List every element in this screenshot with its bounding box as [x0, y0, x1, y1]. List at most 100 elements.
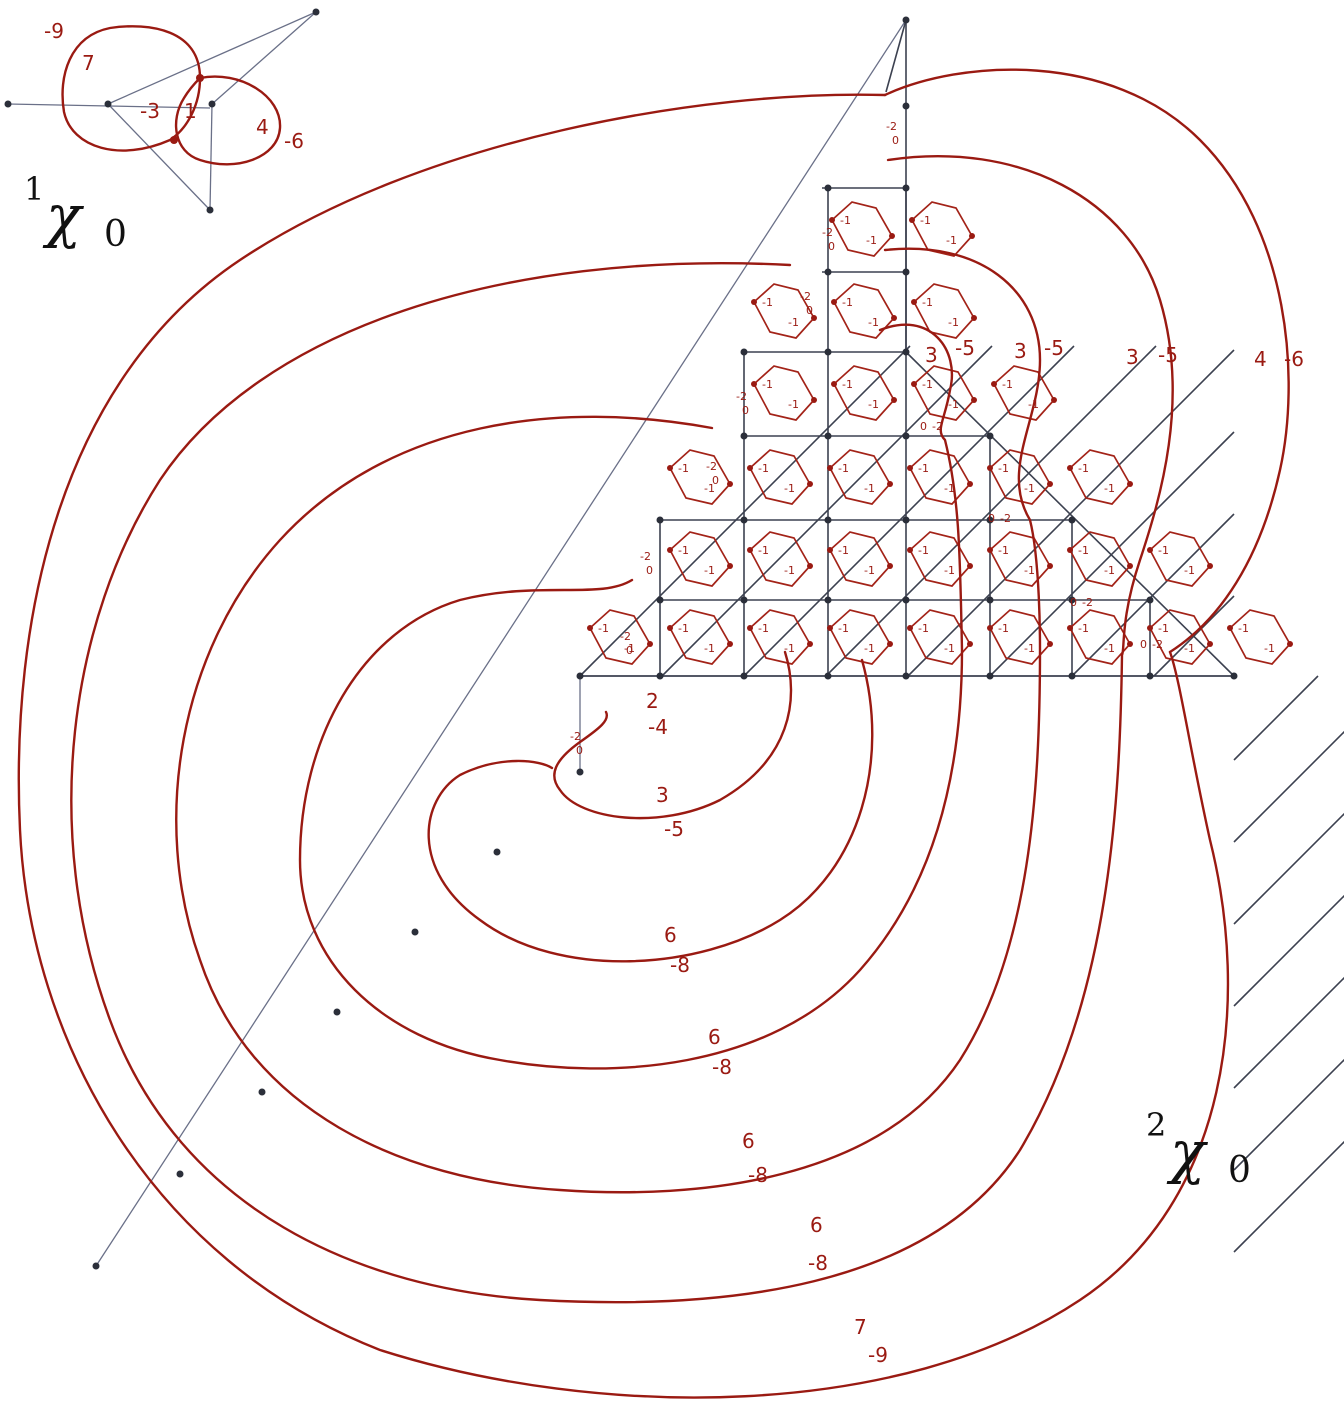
- grid-edge: [1233, 894, 1344, 1007]
- cell-value: -1: [840, 214, 851, 227]
- cell-value: -1: [788, 398, 799, 411]
- cell-value: -1: [1238, 622, 1249, 635]
- grid-vertex: [902, 432, 910, 440]
- inner-node: [727, 641, 733, 647]
- cell-value: -1: [598, 622, 609, 635]
- inner-node: [587, 625, 593, 631]
- grid-vertex: [576, 768, 584, 776]
- grid-vertex: [902, 596, 910, 604]
- large-grid: [92, 16, 1344, 1270]
- small-symbol-chi: χ: [42, 182, 84, 250]
- inner-node: [827, 465, 833, 471]
- inner-node: [887, 641, 893, 647]
- lower-label-a: 7: [854, 1315, 867, 1339]
- cell-value: -1: [868, 316, 879, 329]
- inner-node: [907, 465, 913, 471]
- lower-label-a: 6: [810, 1213, 823, 1237]
- large-symbol-sup: 2: [1146, 1106, 1166, 1144]
- small-diagram: -9 7 -3 1 4 -6 1 χ 0: [4, 8, 320, 255]
- cell-value: -1: [868, 398, 879, 411]
- small-vertex: [104, 100, 112, 108]
- grid-edge: [1233, 976, 1344, 1089]
- lower-label-a: 6: [708, 1025, 721, 1049]
- cell-value: -2: [886, 120, 897, 133]
- inner-node: [727, 481, 733, 487]
- inner-node: [667, 547, 673, 553]
- inner-node: [747, 465, 753, 471]
- grid-vertex: [1230, 672, 1238, 680]
- inner-node: [811, 315, 817, 321]
- cell-value: -1: [784, 564, 795, 577]
- inner-node: [887, 481, 893, 487]
- inner-node: [1067, 625, 1073, 631]
- grid-edge: [1153, 595, 1235, 677]
- cell-value: -1: [920, 214, 931, 227]
- inner-node: [911, 299, 917, 305]
- large-symbol: 2 χ 0: [1146, 1106, 1251, 1191]
- grid-vertex: [902, 102, 910, 110]
- grid-vertex: [493, 848, 501, 856]
- cell-value: -1: [1024, 642, 1035, 655]
- cell-value: -1: [762, 296, 773, 309]
- lower-label-b: -8: [808, 1251, 828, 1275]
- cell-value: -1: [948, 316, 959, 329]
- grid-vertex: [824, 268, 832, 276]
- small-edge: [107, 11, 317, 105]
- inner-node: [1227, 625, 1233, 631]
- inner-node: [911, 381, 917, 387]
- inner-cell-edge: [1149, 531, 1212, 587]
- inner-node: [967, 641, 973, 647]
- cell-value: -1: [1184, 564, 1195, 577]
- cell-value: 0: [626, 644, 633, 657]
- inner-node: [751, 381, 757, 387]
- cell-value: -1: [762, 378, 773, 391]
- grid-edge: [661, 345, 993, 677]
- cell-value: 0: [1070, 596, 1077, 609]
- inner-cell-edge: [913, 283, 976, 339]
- curve-3: [175, 247, 1042, 1194]
- inner-cell-edge: [753, 365, 816, 421]
- cell-value: -2: [736, 390, 747, 403]
- inner-node: [987, 547, 993, 553]
- inner-node: [991, 381, 997, 387]
- inner-node: [1047, 563, 1053, 569]
- grid-vertex: [986, 432, 994, 440]
- cell-value: -1: [1002, 378, 1013, 391]
- lower-label-a: 2: [646, 689, 659, 713]
- small-label-right-b: -6: [284, 129, 304, 153]
- cell-value: -1: [758, 462, 769, 475]
- inner-cell-edge: [989, 531, 1052, 587]
- cell-value: -2: [1082, 596, 1093, 609]
- small-symbol-sup: 1: [24, 170, 44, 208]
- small-loop-right: [174, 75, 282, 166]
- curve-5: [427, 658, 874, 963]
- cell-value: -1: [864, 482, 875, 495]
- lower-label-b: -8: [670, 953, 690, 977]
- inner-node: [1147, 547, 1153, 553]
- right-label-a: 3: [1014, 339, 1027, 363]
- small-symbol-sub: 0: [104, 214, 127, 255]
- cell-value: -1: [918, 544, 929, 557]
- grid-vertex: [740, 672, 748, 680]
- inner-node: [829, 217, 835, 223]
- curve-6: [553, 650, 793, 820]
- inner-node: [1127, 481, 1133, 487]
- cell-value: -1: [1104, 482, 1115, 495]
- lower-label-b: -5: [664, 817, 684, 841]
- inner-cell-edge: [829, 609, 892, 665]
- grid-vertex: [824, 348, 832, 356]
- inner-cell-edge: [831, 201, 894, 257]
- inner-node: [1207, 563, 1213, 569]
- inner-node: [667, 625, 673, 631]
- lower-label-b: -8: [748, 1163, 768, 1187]
- grid-vertex: [824, 516, 832, 524]
- inner-cell-edge: [669, 449, 732, 505]
- lower-labels: 2 -4 3 -5 6 -8 6 -8 6 -8 6 -8 7 -9: [646, 689, 888, 1367]
- small-vertex: [206, 206, 214, 214]
- grid-edge: [1071, 513, 1235, 677]
- cell-value: -1: [838, 622, 849, 635]
- inner-node: [831, 381, 837, 387]
- grid-vertex: [902, 672, 910, 680]
- small-edge: [209, 103, 213, 211]
- cell-value: 0: [742, 404, 749, 417]
